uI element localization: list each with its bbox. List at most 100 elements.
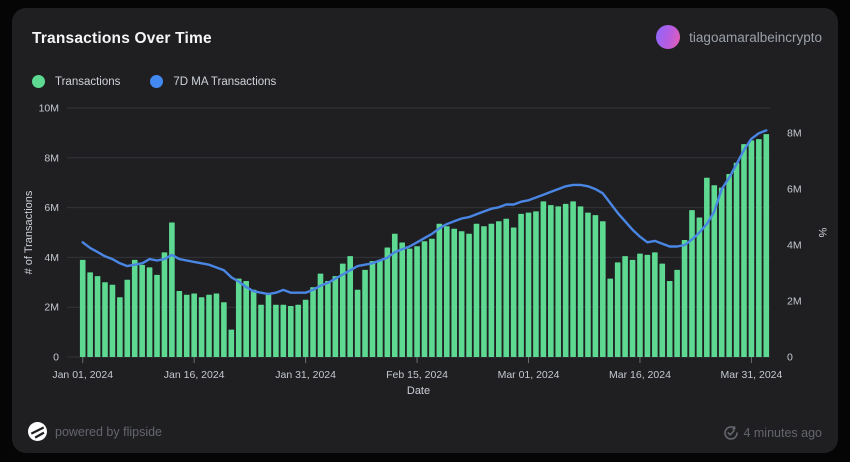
bar[interactable] [280, 304, 287, 357]
bar[interactable] [458, 231, 465, 357]
bar[interactable] [518, 213, 524, 357]
bar[interactable] [570, 201, 576, 357]
bar[interactable] [139, 264, 145, 357]
bar[interactable] [206, 294, 212, 357]
bar[interactable] [466, 233, 472, 357]
bar[interactable] [421, 241, 428, 357]
bar[interactable] [629, 259, 636, 357]
bar[interactable] [191, 293, 197, 357]
bar[interactable] [354, 289, 361, 357]
bar[interactable] [273, 304, 279, 357]
bar[interactable] [169, 222, 175, 357]
bar[interactable] [302, 299, 309, 357]
bar[interactable] [176, 291, 183, 357]
bar[interactable] [79, 259, 86, 357]
bar[interactable] [652, 252, 658, 357]
bar[interactable] [704, 177, 710, 357]
bar[interactable] [622, 256, 628, 357]
bar[interactable] [347, 256, 353, 357]
bar[interactable] [562, 203, 569, 357]
bar[interactable] [600, 221, 606, 357]
bar[interactable] [756, 139, 762, 357]
bar[interactable] [235, 278, 242, 357]
bar[interactable] [339, 263, 346, 357]
bar[interactable] [154, 274, 160, 357]
bar[interactable] [213, 293, 220, 357]
bar[interactable] [585, 212, 591, 357]
bar[interactable] [525, 212, 532, 357]
bar[interactable] [362, 269, 368, 357]
bar[interactable] [592, 215, 599, 357]
bar[interactable] [473, 223, 480, 357]
bar[interactable] [250, 289, 257, 357]
bar[interactable] [146, 267, 153, 357]
powered-by-flipside-link[interactable]: powered by flipside [28, 422, 162, 441]
bar[interactable] [124, 279, 131, 357]
bar[interactable] [131, 259, 138, 357]
bar[interactable] [295, 304, 301, 357]
bar[interactable] [488, 223, 495, 357]
bar[interactable] [733, 162, 740, 357]
bar[interactable] [681, 239, 688, 357]
bar[interactable] [391, 233, 398, 357]
bar[interactable] [161, 252, 168, 357]
bar[interactable] [510, 227, 517, 357]
bar[interactable] [503, 218, 510, 357]
bar[interactable] [548, 205, 554, 357]
bar[interactable] [451, 228, 458, 357]
bar[interactable] [607, 278, 614, 357]
bar[interactable] [748, 140, 755, 357]
bar[interactable] [317, 273, 324, 357]
bar[interactable] [763, 134, 770, 357]
bar[interactable] [414, 246, 420, 357]
bar[interactable] [243, 281, 249, 357]
bar[interactable] [443, 226, 450, 357]
bar[interactable] [109, 284, 116, 357]
bar[interactable] [533, 211, 539, 357]
bar[interactable] [711, 185, 718, 357]
bar[interactable] [310, 287, 316, 357]
bar[interactable] [689, 210, 695, 357]
bar[interactable] [399, 242, 406, 357]
bar[interactable] [406, 248, 413, 357]
bar[interactable] [637, 253, 643, 357]
last-updated[interactable]: 4 minutes ago [723, 425, 822, 441]
bar[interactable] [726, 173, 732, 357]
transactions-chart[interactable]: 0 2M 4M 6M 8M 10M 0 2M 4M 6M 8M Jan 01, 2024 Jan 16,… [12, 8, 838, 408]
bar[interactable] [741, 144, 747, 357]
bar[interactable] [481, 226, 487, 357]
bar[interactable] [674, 269, 680, 357]
powered-by-text: powered by flipside [55, 424, 163, 439]
bar[interactable] [429, 238, 435, 357]
bar[interactable] [577, 206, 584, 357]
bar[interactable] [221, 302, 227, 357]
bar[interactable] [117, 297, 123, 357]
bar[interactable] [183, 294, 190, 357]
bar[interactable] [87, 272, 93, 357]
bar[interactable] [377, 259, 383, 357]
bar[interactable] [94, 276, 101, 357]
bar[interactable] [258, 304, 264, 357]
bar[interactable] [496, 221, 502, 357]
bar[interactable] [718, 187, 725, 357]
bar[interactable] [198, 297, 205, 357]
bar[interactable] [265, 293, 272, 357]
bar[interactable] [228, 329, 235, 357]
bar[interactable] [332, 276, 339, 357]
bar[interactable] [287, 305, 294, 357]
bar[interactable] [666, 281, 673, 357]
bar[interactable] [696, 217, 703, 357]
bar[interactable] [325, 281, 331, 357]
bar[interactable] [659, 263, 666, 357]
bar[interactable] [614, 262, 621, 357]
bar[interactable] [102, 282, 108, 357]
bar[interactable] [384, 247, 391, 357]
legend-item-transactions[interactable]: Transactions [32, 75, 120, 88]
bar[interactable] [436, 223, 443, 357]
user-account[interactable]: tiagoamaralbeincrypto [656, 25, 822, 49]
bar[interactable] [540, 201, 547, 357]
bar[interactable] [369, 261, 376, 357]
bar[interactable] [644, 254, 651, 357]
bar[interactable] [555, 206, 562, 357]
legend-item-7d-ma[interactable]: 7D MA Transactions [150, 75, 276, 88]
